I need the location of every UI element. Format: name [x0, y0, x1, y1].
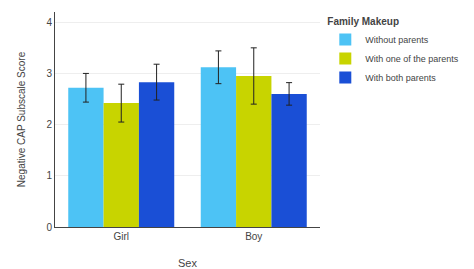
svg-text:1: 1: [46, 170, 52, 181]
svg-text:Without parents: Without parents: [365, 35, 429, 45]
svg-text:Girl: Girl: [113, 231, 129, 242]
svg-text:Family Makeup: Family Makeup: [327, 16, 399, 27]
svg-text:0: 0: [46, 222, 52, 233]
svg-text:3: 3: [46, 68, 52, 79]
svg-text:2: 2: [46, 119, 52, 130]
svg-text:With one of the parents: With one of the parents: [365, 54, 459, 64]
svg-text:Negative CAP Subscale Score: Negative CAP Subscale Score: [16, 51, 27, 187]
svg-text:Boy: Boy: [245, 231, 262, 242]
svg-text:Sex: Sex: [178, 257, 197, 269]
svg-text:With both parents: With both parents: [365, 73, 436, 83]
svg-text:4: 4: [46, 17, 52, 28]
